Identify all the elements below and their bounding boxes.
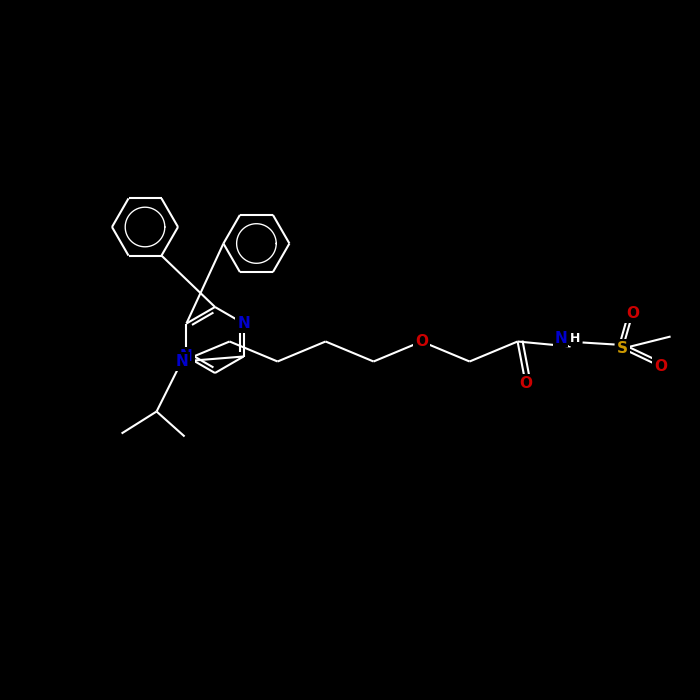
Text: O: O xyxy=(626,306,639,321)
Text: N: N xyxy=(237,316,250,331)
Text: H: H xyxy=(569,332,580,345)
Text: O: O xyxy=(654,359,667,374)
Text: O: O xyxy=(415,334,428,349)
Text: S: S xyxy=(617,341,628,356)
Text: N: N xyxy=(554,331,567,346)
Text: N: N xyxy=(180,349,193,364)
Text: O: O xyxy=(519,376,532,391)
Text: N: N xyxy=(175,354,188,369)
